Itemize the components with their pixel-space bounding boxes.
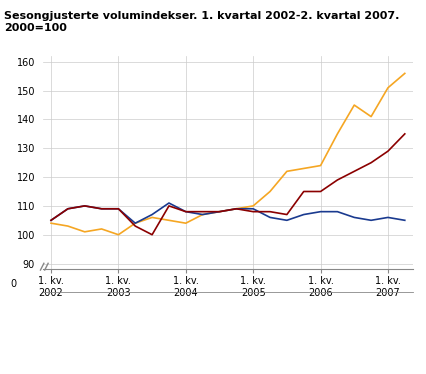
Text: 0: 0 <box>11 279 17 289</box>
Text: Sesongjusterte volumindekser. 1. kvartal 2002-2. kvartal 2007.
2000=100: Sesongjusterte volumindekser. 1. kvartal… <box>4 11 400 33</box>
